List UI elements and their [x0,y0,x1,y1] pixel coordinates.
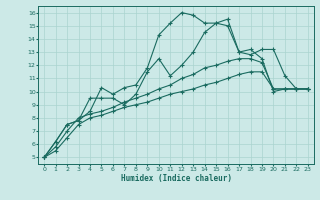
X-axis label: Humidex (Indice chaleur): Humidex (Indice chaleur) [121,174,231,183]
